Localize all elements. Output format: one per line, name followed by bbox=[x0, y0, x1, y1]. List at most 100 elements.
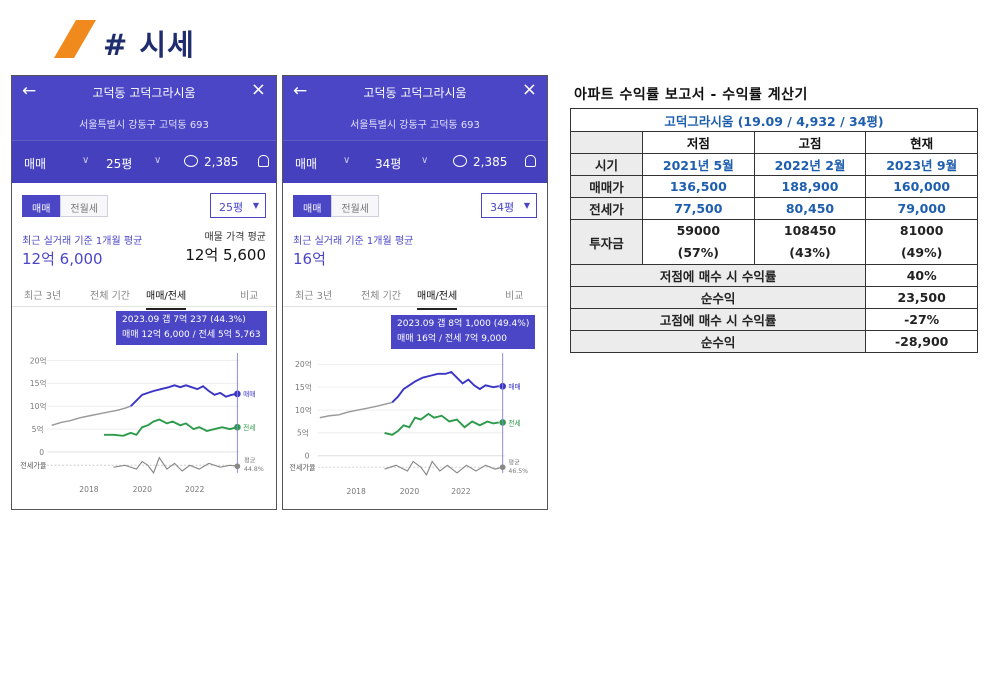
cell: 81000 (49%) bbox=[865, 219, 978, 265]
avg-value: 12억 6,000 bbox=[22, 250, 103, 268]
caret-down-icon: ▼ bbox=[252, 201, 259, 210]
series-line-sale bbox=[391, 370, 500, 404]
series-line-jeonse bbox=[384, 412, 500, 436]
comment-icon[interactable] bbox=[453, 155, 467, 167]
col-header: 현재 bbox=[865, 131, 978, 154]
close-icon[interactable]: × bbox=[521, 79, 537, 100]
tab-all[interactable]: 전체 기간 bbox=[361, 291, 401, 302]
cell: 59000 (57%) bbox=[642, 219, 755, 265]
row-label: 투자금 bbox=[570, 219, 643, 265]
legend-jeonse: 전세 bbox=[508, 418, 520, 427]
series-line-sale bbox=[130, 384, 238, 407]
slash-logo-icon bbox=[54, 20, 96, 58]
tab-compare[interactable]: 비교 bbox=[505, 291, 524, 302]
trade-type-select[interactable]: 매매 bbox=[24, 157, 47, 171]
phone-screenshot-25: ← 고덕동 고덕그라시움 × 서울특별시 강동구 고덕동 693 매매 ∨ 25… bbox=[11, 75, 277, 510]
cell: 80,450 bbox=[753, 197, 867, 220]
toggle-rent[interactable]: 전월세 bbox=[331, 195, 380, 217]
col-header: 고점 bbox=[753, 131, 867, 154]
cell: 77,500 bbox=[642, 197, 755, 220]
back-arrow-icon[interactable]: ← bbox=[22, 81, 37, 101]
chart-tabs: 최근 3년 전체 기간 매매/전세 비교 bbox=[283, 281, 547, 310]
x-tick: 2020 bbox=[133, 485, 153, 494]
series-line-past bbox=[319, 401, 393, 419]
deal-toggle: 매매 전월세 bbox=[293, 195, 380, 217]
summary-label: 고점에 매수 시 수익률 bbox=[569, 308, 867, 331]
ratio-legend-label: 평균 bbox=[508, 458, 520, 466]
cell: 79,000 bbox=[865, 197, 978, 220]
ratio-legend-label: 평균 bbox=[244, 456, 256, 464]
series-line-ratio bbox=[113, 456, 238, 475]
comment-icon[interactable] bbox=[184, 155, 198, 167]
size-dropdown-value: 25평 bbox=[219, 201, 244, 214]
summary-row: 순수익 -28,900 bbox=[569, 330, 978, 353]
filter-bar: 매매 ∨ 25평 ∨ 2,385 bbox=[12, 140, 276, 183]
tooltip-line-1: 2023.09 갭 7억 237 (44.3%) bbox=[122, 315, 246, 325]
ratio-legend-value: 46.5% bbox=[508, 468, 528, 475]
y-tick: 20억 bbox=[30, 356, 47, 365]
tooltip-line-1: 2023.09 갭 8억 1,000 (49.4%) bbox=[397, 319, 530, 329]
caret-down-icon: ▼ bbox=[523, 201, 530, 210]
close-icon[interactable]: × bbox=[250, 79, 266, 100]
x-tick: 2018 bbox=[79, 485, 99, 494]
toggle-sale[interactable]: 매매 bbox=[293, 195, 332, 217]
ratio-axis-label: 전세가율 bbox=[20, 461, 47, 470]
legend-sale: 매매 bbox=[508, 383, 520, 391]
invest-ratio: (57%) bbox=[677, 245, 719, 260]
y-tick: 10억 bbox=[295, 406, 312, 415]
table-row: 투자금 59000 (57%) 108450 (43%) 81000 (49%) bbox=[570, 219, 978, 265]
tab-all[interactable]: 전체 기간 bbox=[90, 291, 130, 302]
tab-sale-jeonse[interactable]: 매매/전세 bbox=[417, 287, 458, 310]
summary-row: 고점에 매수 시 수익률 -27% bbox=[569, 308, 978, 331]
chart-tabs: 최근 3년 전체 기간 매매/전세 비교 bbox=[12, 281, 276, 310]
row-label: 시기 bbox=[570, 153, 643, 176]
summary-label: 저점에 매수 시 수익률 bbox=[569, 264, 867, 287]
chevron-down-icon: ∨ bbox=[154, 155, 162, 166]
filter-bar: 매매 ∨ 34평 ∨ 2,385 bbox=[283, 140, 547, 183]
invest-ratio: (49%) bbox=[900, 245, 943, 260]
address: 서울특별시 강동구 고덕동 693 bbox=[79, 120, 209, 131]
price-chart: 20억 15억 10억 5억 0 매매 전세 전세가율 평균 46.5% 201… bbox=[289, 352, 528, 496]
summary-value: 23,500 bbox=[865, 286, 978, 309]
tooltip-line-2: 매매 16억 / 전세 7억 9,000 bbox=[397, 334, 507, 344]
tab-sale-jeonse[interactable]: 매매/전세 bbox=[146, 287, 187, 310]
trade-type-select[interactable]: 매매 bbox=[295, 157, 318, 171]
size-select[interactable]: 25평 bbox=[106, 157, 133, 171]
table-row: 전세가 77,500 80,450 79,000 bbox=[570, 197, 978, 220]
chart-tooltip: 2023.09 갭 7억 237 (44.3%) 매매 12억 6,000 / … bbox=[116, 311, 267, 345]
summary-value: -28,900 bbox=[865, 330, 978, 353]
invest-amount: 59000 bbox=[676, 223, 721, 238]
bell-icon[interactable] bbox=[258, 155, 269, 167]
comment-count: 2,385 bbox=[473, 155, 508, 169]
back-arrow-icon[interactable]: ← bbox=[293, 81, 308, 101]
cell: 136,500 bbox=[642, 175, 755, 198]
chevron-down-icon: ∨ bbox=[82, 155, 90, 166]
y-tick: 20억 bbox=[295, 360, 312, 369]
toggle-sale[interactable]: 매매 bbox=[22, 195, 61, 217]
y-tick: 5억 bbox=[297, 429, 309, 438]
avg-label: 최근 실거래 기준 1개월 평균 bbox=[293, 236, 414, 247]
tab-recent-3y[interactable]: 최근 3년 bbox=[295, 291, 333, 302]
y-tick: 15억 bbox=[295, 383, 312, 392]
ratio-axis-label: 전세가율 bbox=[289, 463, 316, 472]
y-tick: 0 bbox=[305, 452, 310, 461]
tab-compare[interactable]: 비교 bbox=[240, 291, 259, 302]
report-heading: 아파트 수익률 보고서 - 수익률 계산기 bbox=[574, 87, 808, 103]
x-tick: 2018 bbox=[346, 487, 366, 496]
col-header: 저점 bbox=[642, 131, 755, 154]
size-dropdown[interactable]: 34평 ▼ bbox=[481, 193, 537, 218]
bell-icon[interactable] bbox=[525, 155, 536, 167]
size-dropdown[interactable]: 25평 ▼ bbox=[210, 193, 266, 218]
y-tick: 5억 bbox=[32, 425, 44, 434]
invest-amount: 108450 bbox=[783, 223, 837, 238]
toggle-rent[interactable]: 전월세 bbox=[60, 195, 109, 217]
y-tick: 10억 bbox=[30, 402, 47, 411]
summary-row: 저점에 매수 시 수익률 40% bbox=[569, 264, 978, 287]
chart-tooltip: 2023.09 갭 8억 1,000 (49.4%) 매매 16억 / 전세 7… bbox=[391, 315, 536, 349]
cell: 188,900 bbox=[753, 175, 867, 198]
complex-title: 고덕동 고덕그라시움 bbox=[92, 86, 196, 100]
tab-recent-3y[interactable]: 최근 3년 bbox=[24, 291, 62, 302]
size-select[interactable]: 34평 bbox=[375, 157, 402, 171]
cell: 160,000 bbox=[865, 175, 978, 198]
summary-label: 순수익 bbox=[569, 286, 867, 309]
